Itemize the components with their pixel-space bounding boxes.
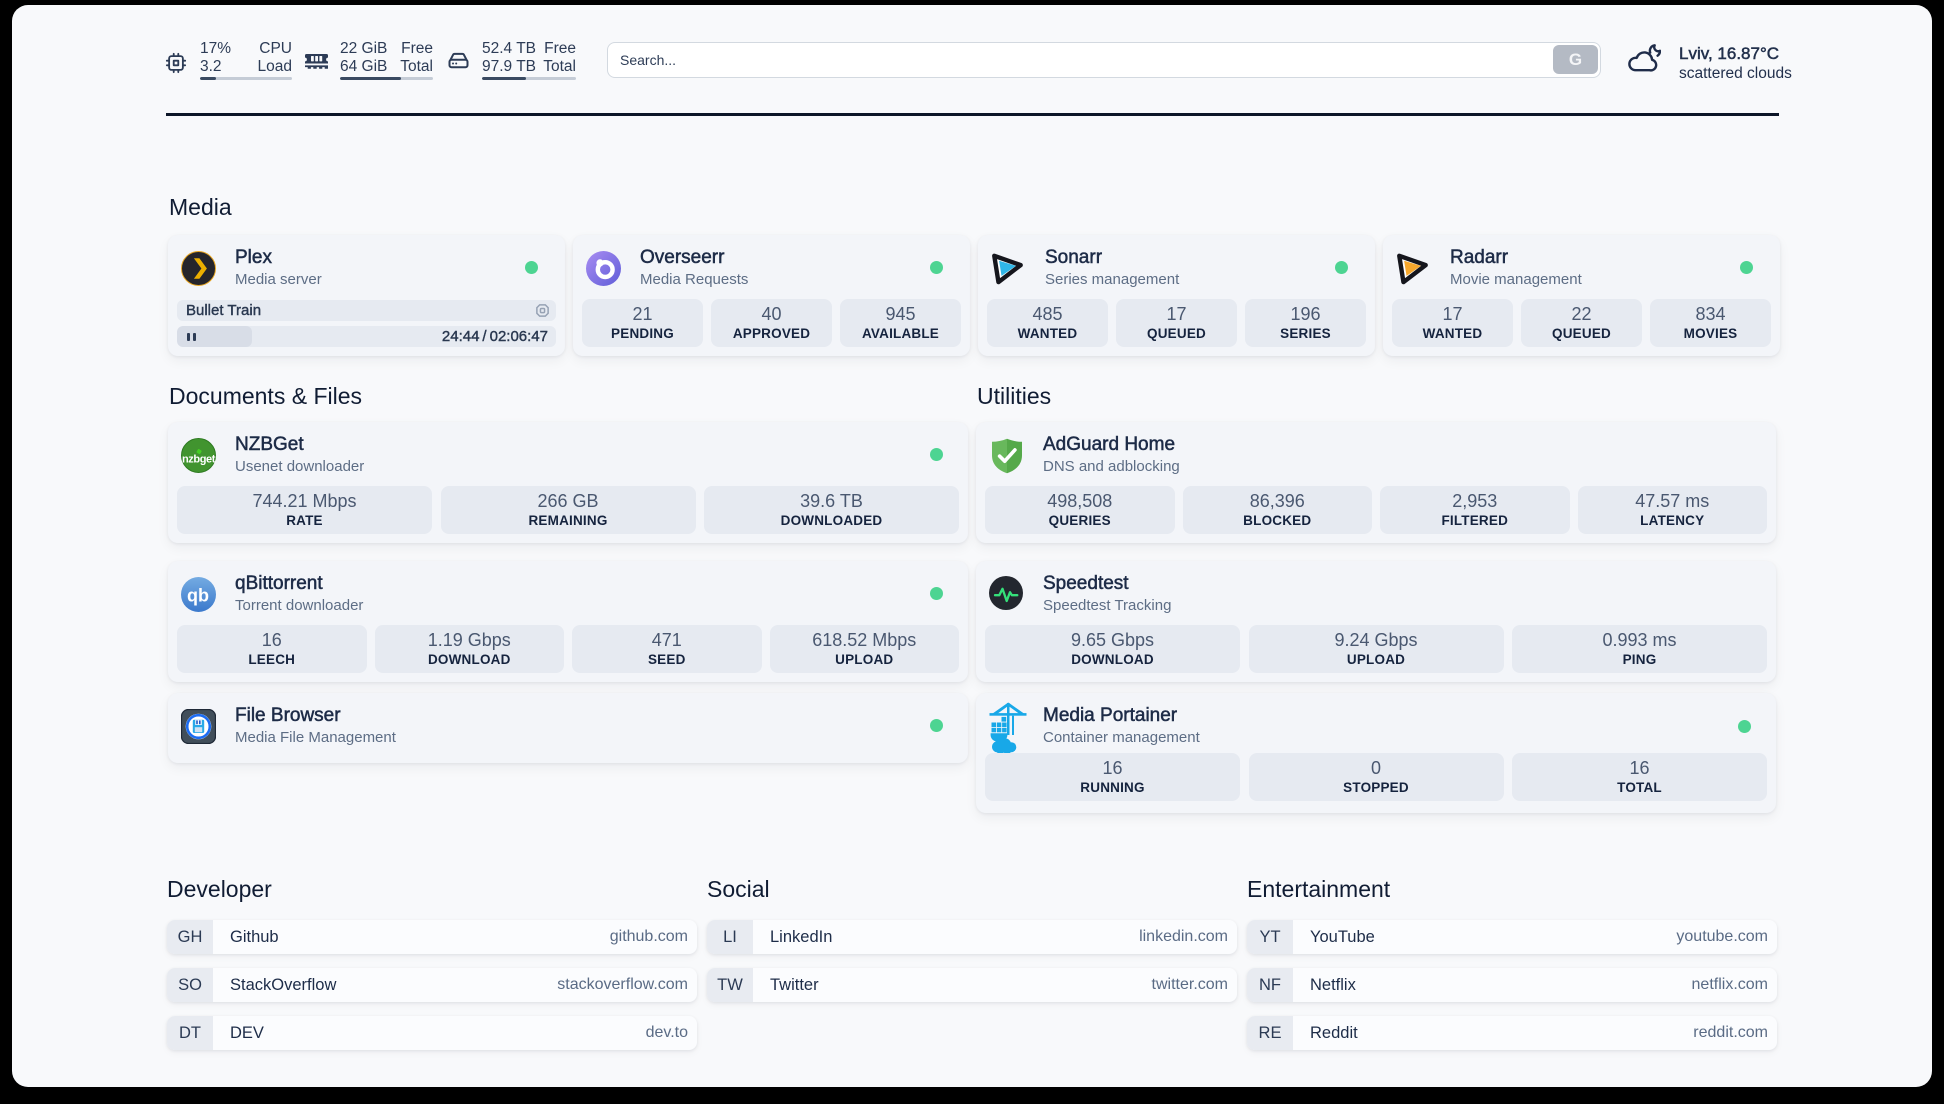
svg-text:nzbget: nzbget <box>182 454 216 466</box>
svg-text:qb: qb <box>187 586 209 606</box>
